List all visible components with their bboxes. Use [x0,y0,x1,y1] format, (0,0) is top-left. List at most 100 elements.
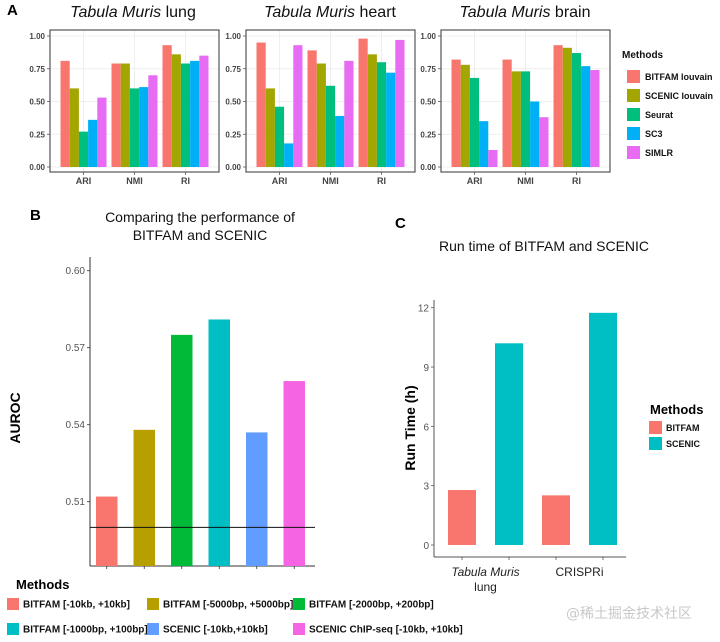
bar-sc3-ari [88,119,98,167]
chart-title-b-line2: BITFAM and SCENIC [133,227,268,243]
plot-frame [49,29,220,173]
subplot-title-italic: Tabula Muris [459,4,550,21]
legend-b: Methods BITFAM [-10kb, +10kb] BITFAM [-500… [7,577,463,636]
y-tick-label: 0.25 [225,130,241,139]
legend-label: BITFAM [-10kb, +10kb] [23,600,130,611]
bar-simlr-ari [97,97,107,167]
bar-seurat-ri [180,63,191,168]
y-tick-label: 0.50 [420,98,436,107]
legend-label: Seurat [645,110,673,120]
bar-seurat-ari [78,131,89,167]
legend-title: Methods [16,577,69,592]
legend-label: SC3 [645,129,663,139]
bar-scenic-louvain-nmi [511,71,521,167]
y-tick-label: 12 [418,304,430,315]
legend-label: SCENIC [666,439,701,449]
y-tick-label: 9 [423,363,429,374]
y-tick-label: 0.00 [29,163,45,172]
x-tick-label: ARI [76,176,92,186]
legend-swatch [293,598,305,610]
bar-auroc-4 [208,319,230,566]
y-tick-label: 1.00 [29,32,45,41]
subplot-title-rest: lung [161,4,196,21]
bar-seurat-ri [376,62,387,168]
y-tick-label: 0.00 [225,163,241,172]
subplot-title: Tabula Muris heart [264,4,396,21]
bar-scenic-louvain-ri [367,54,377,168]
x-category-label-line1: Tabula Muris [451,565,519,579]
bar-scenic-louvain-ari [460,64,470,167]
bar-auroc-1 [96,496,118,566]
y-tick-label: 0.25 [29,130,45,139]
bar-scenic-louvain-ari [265,88,275,167]
y-tick-label: 0.25 [420,130,436,139]
legend-c: Methods BITFAM SCENIC [649,402,703,450]
subplot-title-italic: Tabula Muris [264,4,355,21]
y-tick-label: 0.75 [29,65,45,74]
panel-label-a: A [7,2,18,19]
subplot-title: Tabula Muris lung [70,4,196,21]
legend-title: Methods [650,402,703,417]
legend-swatch [627,127,640,140]
y-tick-label: 0.54 [66,420,86,431]
subplot-title: Tabula Muris brain [459,4,590,21]
bar-sc3-ri [386,72,396,167]
bar-scenic-2 [589,312,617,545]
bar-scenic-louvain-ri [171,54,181,168]
bar-seurat-ri [571,53,582,167]
x-category-label: CRISPRi [555,565,603,579]
bar-simlr-ri [590,70,600,167]
bar-seurat-nmi [520,71,531,167]
panel-label-c: C [395,215,406,232]
legend-swatch [147,623,159,635]
chart-title-c: Run time of BITFAM and SCENIC [439,238,649,254]
y-tick-label: 0.50 [29,98,45,107]
x-tick-label: RI [572,176,581,186]
legend-swatch [7,623,19,635]
y-tick-label: 3 [423,482,429,493]
legend-swatch [293,623,305,635]
subplot-heart: Tabula Muris heart 0.00 0.25 0.50 0.75 1.00 AR… [225,4,416,186]
bar-seurat-ari [469,77,480,167]
bar-simlr-nmi [344,60,354,167]
y-tick-label: 0.00 [420,163,436,172]
bar-scenic-louvain-ari [69,88,79,167]
subplot-brain: Tabula Muris brain 0.00 0.25 0.50 0.75 1.00 AR… [420,4,611,186]
legend-swatch [627,89,640,102]
x-tick-label: NMI [126,176,143,186]
plot-frame [245,29,416,173]
watermark: @稀土掘金技术社区 [566,606,692,622]
subplot-title-rest: heart [355,4,396,21]
panel-a: Tabula Muris lung 0.00 0.25 0.50 0.75 1.00 ARI… [29,4,611,186]
bar-bitfam-louvain-nmi [111,63,121,168]
x-tick-label: RI [377,176,386,186]
legend-swatch [627,146,640,159]
bar-scenic-louvain-nmi [316,63,326,168]
y-axis-label-b: AUROC [7,392,23,443]
legend-a: Methods BITFAM louvain SCENIC louvain Seura… [622,50,713,159]
bar-sc3-ari [479,121,489,167]
x-tick-label: NMI [517,176,534,186]
legend-label: SCENIC ChIP-seq [-10kb, +10kb] [309,625,463,636]
panel-b: Comparing the performance of BITFAM and … [7,209,315,569]
panel-c: Run time of BITFAM and SCENIC Run Time (… [402,238,649,594]
legend-label: BITFAM [-1000bp, +100bp] [23,625,148,636]
chart-title-b-line1: Comparing the performance of [105,209,295,225]
panel-label-b: B [30,207,41,224]
bar-scenic-louvain-nmi [120,63,130,168]
y-tick-label: 1.00 [225,32,241,41]
legend-label: BITFAM [666,423,700,433]
bar-bitfam-louvain-ri [162,45,172,167]
bar-sc3-nmi [335,115,345,167]
bar-sc3-nmi [139,87,149,167]
bar-simlr-ri [199,55,209,167]
x-tick-label: RI [181,176,190,186]
bar-bitfam-louvain-nmi [307,50,317,167]
y-tick-label: 1.00 [420,32,436,41]
x-tick-label: ARI [467,176,483,186]
y-tick-label: 6 [423,422,429,433]
bar-sc3-nmi [530,101,540,167]
y-tick-label: 0 [423,541,429,552]
subplot-lung: Tabula Muris lung 0.00 0.25 0.50 0.75 1.00 ARI… [29,4,220,186]
bar-seurat-ari [274,106,285,167]
